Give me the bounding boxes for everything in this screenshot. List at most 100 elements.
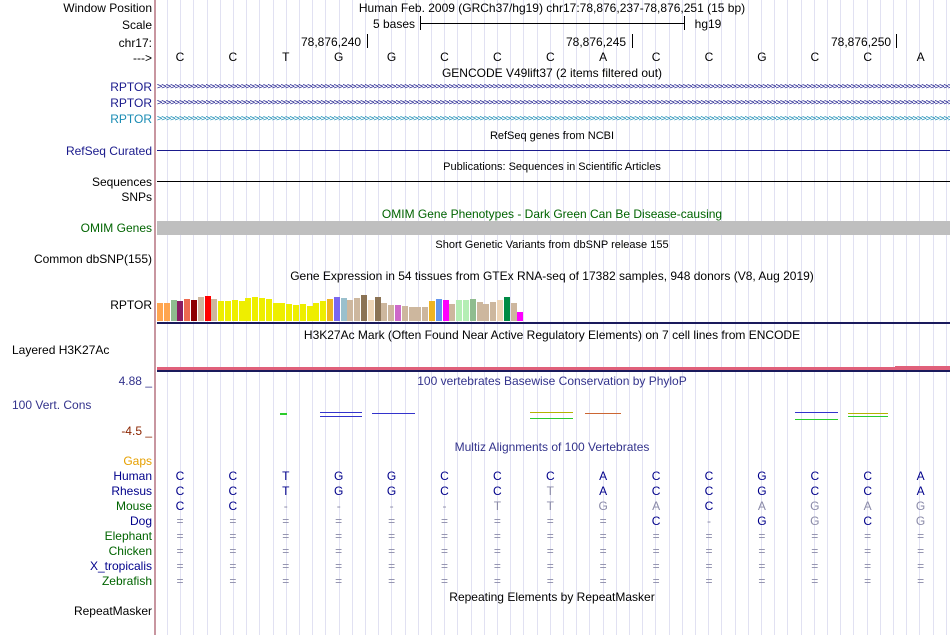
snps-label[interactable]: SNPs bbox=[121, 190, 152, 204]
gtex-tissue-bar[interactable] bbox=[299, 304, 306, 321]
gtex-tissue-bar[interactable] bbox=[265, 299, 272, 321]
gtex-tissue-bar[interactable] bbox=[293, 305, 299, 321]
conservation-track-title[interactable]: 100 vertebrates Basewise Conservation by… bbox=[417, 374, 687, 388]
gtex-tissue-bar[interactable] bbox=[381, 303, 388, 321]
gtex-tissue-bar[interactable] bbox=[510, 303, 517, 321]
gencode-gene-label-3[interactable]: RPTOR bbox=[110, 112, 152, 126]
publications-label[interactable]: Sequences bbox=[91, 175, 152, 189]
gtex-tissue-bar[interactable] bbox=[429, 301, 435, 321]
gencode-transcript-3[interactable]: >>>>>>>>>>>>>>>>>>>>>>>>>>>>>>>>>>>>>>>>… bbox=[157, 115, 950, 124]
gtex-tissue-bar[interactable] bbox=[503, 297, 510, 321]
alignment-base: = bbox=[282, 514, 290, 528]
gtex-bar-chart[interactable] bbox=[157, 287, 537, 321]
gtex-tissue-bar[interactable] bbox=[395, 305, 401, 321]
refseq-gene-line[interactable] bbox=[157, 150, 950, 151]
window-position-title[interactable]: Human Feb. 2009 (GRCh37/hg19) chr17:78,8… bbox=[358, 1, 746, 15]
gtex-tissue-bar[interactable] bbox=[191, 300, 197, 321]
species-label[interactable]: X_tropicalis bbox=[89, 559, 152, 573]
gtex-tissue-bar[interactable] bbox=[388, 305, 395, 321]
gencode-gene-label-1[interactable]: RPTOR bbox=[110, 80, 152, 94]
gencode-transcript-2[interactable]: >>>>>>>>>>>>>>>>>>>>>>>>>>>>>>>>>>>>>>>>… bbox=[157, 99, 950, 108]
dbsnp-label[interactable]: Common dbSNP(155) bbox=[33, 252, 152, 266]
gtex-tissue-bar[interactable] bbox=[272, 303, 279, 321]
gtex-tissue-bar[interactable] bbox=[211, 299, 218, 321]
gencode-transcript-1[interactable]: >>>>>>>>>>>>>>>>>>>>>>>>>>>>>>>>>>>>>>>>… bbox=[157, 83, 950, 92]
species-label[interactable]: Zebrafish bbox=[101, 574, 152, 588]
gtex-tissue-bar[interactable] bbox=[204, 296, 211, 321]
gtex-tissue-bar[interactable] bbox=[306, 306, 313, 321]
gtex-tissue-bar[interactable] bbox=[327, 299, 333, 321]
gtex-tissue-bar[interactable] bbox=[442, 300, 449, 321]
gtex-tissue-bar[interactable] bbox=[490, 302, 497, 321]
gtex-tissue-bar[interactable] bbox=[347, 300, 354, 321]
gtex-tissue-bar[interactable] bbox=[286, 304, 293, 321]
refseq-track-title[interactable]: RefSeq genes from NCBI bbox=[489, 130, 615, 142]
gtex-tissue-bar[interactable] bbox=[463, 300, 469, 321]
h3k27ac-signal[interactable] bbox=[157, 367, 950, 370]
gtex-tissue-bar[interactable] bbox=[313, 303, 320, 321]
alignment-base: = bbox=[282, 529, 290, 543]
gtex-tissue-bar[interactable] bbox=[361, 295, 367, 321]
h3k27ac-label[interactable]: Layered H3K27Ac bbox=[12, 343, 110, 357]
gtex-tissue-bar[interactable] bbox=[238, 301, 245, 321]
gtex-tissue-bar[interactable] bbox=[469, 299, 476, 321]
gtex-tissue-bar[interactable] bbox=[333, 297, 340, 321]
gtex-tissue-bar[interactable] bbox=[374, 297, 381, 321]
publications-line[interactable] bbox=[157, 181, 950, 182]
gtex-tissue-bar[interactable] bbox=[354, 298, 361, 321]
refseq-label[interactable]: RefSeq Curated bbox=[65, 144, 152, 158]
species-label[interactable]: Human bbox=[113, 469, 152, 483]
gtex-tissue-bar[interactable] bbox=[483, 304, 490, 321]
gtex-label[interactable]: RPTOR bbox=[110, 298, 152, 312]
gtex-tissue-bar[interactable] bbox=[422, 307, 429, 321]
gtex-tissue-bar[interactable] bbox=[340, 298, 347, 321]
gaps-label[interactable]: Gaps bbox=[123, 454, 152, 468]
species-label[interactable]: Rhesus bbox=[111, 484, 152, 498]
gtex-tissue-bar[interactable] bbox=[245, 298, 252, 321]
gtex-tissue-bar[interactable] bbox=[177, 301, 184, 321]
gtex-tissue-bar[interactable] bbox=[252, 297, 259, 321]
gtex-tissue-bar[interactable] bbox=[367, 300, 374, 321]
dbsnp-track-title[interactable]: Short Genetic Variants from dbSNP releas… bbox=[435, 239, 669, 251]
gtex-tissue-bar[interactable] bbox=[231, 300, 238, 321]
gtex-tissue-bar[interactable] bbox=[517, 312, 524, 321]
species-label[interactable]: Elephant bbox=[104, 529, 152, 543]
gtex-tissue-bar[interactable] bbox=[157, 303, 163, 321]
gtex-tissue-bar[interactable] bbox=[415, 307, 422, 321]
gtex-tissue-bar[interactable] bbox=[320, 301, 327, 321]
gtex-tissue-bar[interactable] bbox=[225, 301, 231, 321]
gtex-tissue-bar[interactable] bbox=[218, 301, 225, 321]
species-label[interactable]: Chicken bbox=[108, 544, 152, 558]
gtex-tissue-bar[interactable] bbox=[184, 299, 191, 321]
alignment-base: = bbox=[229, 559, 237, 573]
omim-gene-block[interactable] bbox=[157, 221, 950, 235]
gtex-tissue-bar[interactable] bbox=[401, 306, 408, 321]
gtex-tissue-bar[interactable] bbox=[163, 303, 170, 321]
repeatmasker-label[interactable]: RepeatMasker bbox=[73, 604, 152, 618]
gencode-gene-label-2[interactable]: RPTOR bbox=[110, 96, 152, 110]
multiz-track-title[interactable]: Multiz Alignments of 100 Vertebrates bbox=[454, 440, 650, 454]
gtex-tissue-bar[interactable] bbox=[435, 299, 442, 321]
gtex-tissue-bar[interactable] bbox=[408, 307, 415, 321]
gencode-track-title[interactable]: GENCODE V49lift37 (2 items filtered out) bbox=[441, 66, 663, 80]
gtex-tissue-bar[interactable] bbox=[259, 298, 265, 321]
gtex-tissue-bar[interactable] bbox=[197, 297, 204, 321]
species-label[interactable]: Mouse bbox=[115, 499, 152, 513]
gtex-tissue-bar[interactable] bbox=[170, 300, 177, 321]
omim-label[interactable]: OMIM Genes bbox=[80, 221, 152, 235]
h3k27ac-track-title[interactable]: H3K27Ac Mark (Often Found Near Active Re… bbox=[303, 328, 801, 342]
gtex-track-title[interactable]: Gene Expression in 54 tissues from GTEx … bbox=[290, 269, 814, 283]
alignment-base: C bbox=[175, 484, 185, 498]
species-label[interactable]: Dog bbox=[129, 514, 152, 528]
gtex-tissue-bar[interactable] bbox=[279, 303, 286, 321]
conservation-label[interactable]: 100 Vert. Cons bbox=[12, 398, 92, 412]
gtex-tissue-bar[interactable] bbox=[476, 302, 483, 321]
alignment-base: - bbox=[336, 499, 341, 513]
omim-track-title[interactable]: OMIM Gene Phenotypes - Dark Green Can Be… bbox=[381, 207, 723, 221]
repeatmasker-track-title[interactable]: Repeating Elements by RepeatMasker bbox=[449, 590, 655, 604]
gtex-tissue-bar[interactable] bbox=[449, 304, 456, 321]
publications-track-title[interactable]: Publications: Sequences in Scientific Ar… bbox=[443, 161, 661, 173]
gtex-tissue-bar[interactable] bbox=[497, 300, 503, 321]
gtex-tissue-bar[interactable] bbox=[456, 300, 463, 321]
